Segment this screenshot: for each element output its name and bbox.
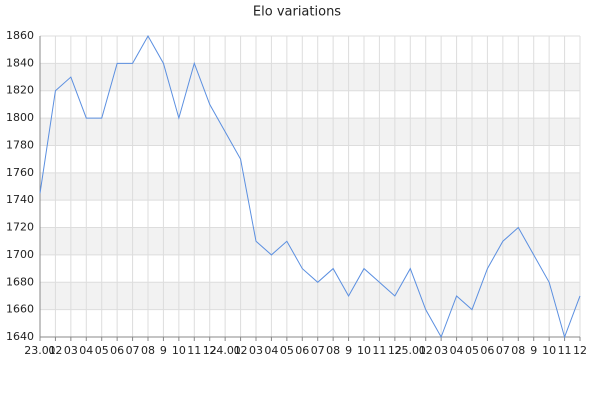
x-tick-label: 08 [141, 344, 155, 357]
x-tick-label: 06 [295, 344, 309, 357]
x-tick-label: 07 [496, 344, 510, 357]
y-tick-label: 1780 [6, 138, 34, 151]
x-tick-label: 03 [64, 344, 78, 357]
x-tick-label: 11 [372, 344, 386, 357]
y-tick-label: 1800 [6, 111, 34, 124]
y-tick-label: 1740 [6, 193, 34, 206]
x-tick-label: 07 [311, 344, 325, 357]
x-tick-label: 10 [172, 344, 186, 357]
x-tick-label: 06 [110, 344, 124, 357]
x-tick-label: 02 [48, 344, 62, 357]
x-tick-label: 10 [542, 344, 556, 357]
y-tick-label: 1660 [6, 303, 34, 316]
band [40, 172, 580, 201]
y-tick-label: 1700 [6, 248, 34, 261]
x-tick-label: 12 [388, 344, 402, 357]
x-tick-label: 9 [530, 344, 537, 357]
y-tick-label: 1860 [6, 29, 34, 42]
x-tick-label: 9 [160, 344, 167, 357]
band [40, 282, 580, 310]
x-tick-label: 25.01 [395, 344, 427, 357]
x-tick-label: 04 [264, 344, 278, 357]
x-tick-label: 10 [357, 344, 371, 357]
y-tick-label: 1820 [6, 84, 34, 97]
band [40, 227, 580, 255]
y-tick-label: 1760 [6, 166, 34, 179]
line [39, 34, 581, 339]
x-tick-label: 11 [187, 344, 201, 357]
x-tick-label: 06 [480, 344, 494, 357]
x-tick-label: 9 [345, 344, 352, 357]
band [40, 118, 580, 146]
x-tick-label: 02 [419, 344, 433, 357]
y-tick-label: 1680 [6, 275, 34, 288]
x-tick-label: 08 [326, 344, 340, 357]
x-tick-label: 04 [79, 344, 93, 357]
x-tick-label: 05 [465, 344, 479, 357]
x-tick-label: 24.01 [209, 344, 241, 357]
y-tick-label: 1640 [6, 330, 34, 343]
y-tick-label: 1840 [6, 56, 34, 69]
x-tick-label: 03 [434, 344, 448, 357]
x-tick-label: 12 [573, 344, 587, 357]
x-tick-label: 04 [450, 344, 464, 357]
x-tick-label: 11 [558, 344, 572, 357]
x-tick-label: 02 [234, 344, 248, 357]
x-tick-label: 05 [95, 344, 109, 357]
band [40, 63, 580, 91]
x-tick-label: 07 [126, 344, 140, 357]
x-tick-label: 23.01 [24, 344, 56, 357]
y-tick-label: 1720 [6, 221, 34, 234]
x-tick-label: 03 [249, 344, 263, 357]
x-tick-label: 05 [280, 344, 294, 357]
x-tick-label: 08 [511, 344, 525, 357]
chart-title: Elo variations [253, 5, 341, 20]
x-tick-label: 12 [203, 344, 217, 357]
